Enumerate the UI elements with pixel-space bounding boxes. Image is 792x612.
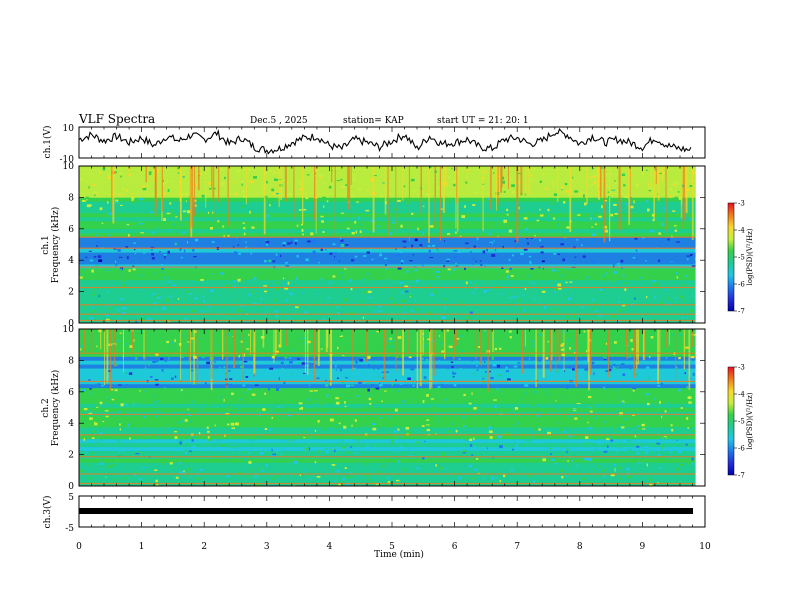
x-tick-8: 8 (577, 542, 583, 552)
ch1-freq-ylabel: Frequency (kHz) (50, 207, 61, 284)
ch1-spec-ytick-10: 10 (63, 162, 75, 172)
x-tick-labels: 0 1 2 3 4 5 6 7 8 9 10 (76, 542, 711, 552)
ch1-panel: 10 -10 ch.1(V) (42, 124, 706, 165)
ch1-colorbar-label: log(PSD)(V²/Hz) (746, 228, 754, 285)
ch1-colorbar-tick--5: -5 (738, 254, 745, 262)
ch1-colorbar-tick--3: -3 (738, 200, 745, 208)
ch1-spec-ytick-2: 2 (68, 288, 74, 298)
ch2-spec-ticks: 0 2 4 6 8 10 (63, 325, 706, 492)
ch2-colorbar-tick--7: -7 (738, 472, 745, 480)
figure-title: VLF Spectra (78, 112, 155, 126)
ch1-spectrogram-panel: 0 2 4 6 8 10 ch.1 Frequency (kHz) (41, 162, 706, 329)
ch2-spec-ytick-4: 4 (68, 419, 74, 429)
ch1-spec-ytick-8: 8 (68, 193, 74, 203)
ch3-trace (79, 508, 693, 514)
x-tick-2: 2 (201, 542, 207, 552)
ch1-spec-ticks: 0 2 4 6 8 10 (63, 162, 706, 329)
ch2-colorbar: -3 -4 -5 -6 -7 log(PSD)(V²/Hz) (727, 364, 754, 480)
ch1-spectrogram-image (79, 166, 705, 323)
ch1-colorbar-ramp (727, 202, 735, 312)
x-tick-6: 6 (452, 542, 458, 552)
ch3-ylabel: ch.3(V) (42, 496, 53, 529)
ch2-colorbar-tick--6: -6 (738, 445, 745, 453)
ch1-trace (78, 128, 692, 155)
x-tick-7: 7 (514, 542, 520, 552)
ch2-spectrogram-panel: 0 2 4 6 8 10 ch.2 Frequency (kHz) (41, 325, 706, 492)
ch2-colorbar-ramp (727, 366, 735, 476)
header-date: Dec.5 , 2025 (250, 116, 308, 126)
ch1-spec-ytick-0: 0 (68, 319, 74, 329)
header-station: station= KAP (343, 116, 404, 126)
x-axis-label: Time (min) (374, 549, 424, 560)
ch2-spectrogram-image (79, 329, 705, 486)
x-tick-3: 3 (264, 542, 270, 552)
ch2-spec-ytick-0: 0 (68, 482, 74, 492)
x-tick-4: 4 (327, 542, 333, 552)
ch1-colorbar-tick--7: -7 (738, 308, 745, 316)
ch2-freq-ylabel: Frequency (kHz) (50, 370, 61, 447)
ch1-ticks (78, 127, 706, 158)
ch1-spec-ytick-6: 6 (68, 225, 74, 235)
ch2-colorbar-tick--4: -4 (738, 391, 745, 399)
ch1-ylabel: ch.1(V) (42, 126, 53, 159)
header-start-time: start UT = 21: 20: 1 (437, 116, 529, 126)
ch1-colorbar-tick--6: -6 (738, 281, 745, 289)
ch3-ticks (78, 496, 706, 527)
ch3-panel: 5 -5 ch.3(V) (42, 493, 706, 534)
ch2-spec-ytick-6: 6 (68, 388, 74, 398)
ch2-colorbar-tick--5: -5 (738, 418, 745, 426)
ch2-colorbar-tick--3: -3 (738, 364, 745, 372)
ch1-ytick-bottom: -10 (60, 155, 75, 165)
ch1-channel-label: ch.1 (41, 235, 51, 254)
ch1-colorbar-tick--4: -4 (738, 227, 745, 235)
x-tick-5: 5 (389, 542, 395, 552)
x-tick-0: 0 (76, 542, 82, 552)
x-tick-10: 10 (699, 542, 711, 552)
ch1-ytick-top: 10 (63, 124, 75, 134)
ch2-spec-ytick-8: 8 (68, 356, 74, 366)
ch2-channel-label: ch.2 (41, 398, 51, 417)
ch1-colorbar: -3 -4 -5 -6 -7 log(PSD)(V²/Hz) (727, 200, 754, 316)
ch2-spec-ytick-2: 2 (68, 451, 74, 461)
ch2-colorbar-label: log(PSD)(V²/Hz) (746, 392, 754, 449)
x-tick-9: 9 (640, 542, 646, 552)
ch2-spec-ytick-10: 10 (63, 325, 75, 335)
ch3-ytick-top: 5 (68, 493, 74, 503)
ch1-spec-ytick-4: 4 (68, 256, 74, 266)
x-tick-1: 1 (139, 542, 145, 552)
ch3-ytick-bottom: -5 (65, 524, 74, 534)
